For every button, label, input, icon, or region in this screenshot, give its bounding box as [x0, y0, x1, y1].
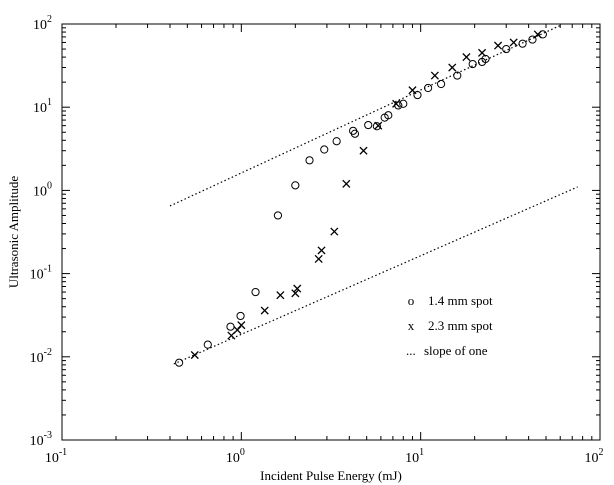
legend-symbol-x: x	[408, 318, 415, 333]
cross-stroke	[478, 48, 487, 57]
cross-stroke	[533, 30, 542, 39]
data-point-circle	[291, 181, 300, 190]
data-point-cross	[190, 350, 199, 360]
y-tick-label: 10-3	[30, 430, 52, 449]
y-tick-label: 100	[33, 180, 52, 199]
cross-stroke	[493, 41, 503, 50]
axis-ticks	[61, 24, 600, 441]
legend-symbol-dots: ...	[406, 343, 416, 358]
data-point-circle	[203, 340, 212, 349]
legend-label-2-3mm: 2.3 mm spot	[428, 318, 493, 333]
data-point-circle	[399, 99, 408, 108]
data-point-cross	[509, 38, 518, 47]
x-tick-label: 101	[405, 447, 424, 466]
data-point-cross	[478, 48, 487, 57]
slope-of-one-line	[173, 186, 578, 365]
cross-stroke	[330, 227, 339, 236]
y-tick-label: 101	[33, 97, 52, 116]
data-point-cross	[493, 41, 503, 50]
cross-stroke	[430, 71, 439, 80]
cross-stroke	[293, 284, 302, 293]
data-point-circle	[305, 156, 314, 165]
cross-stroke	[190, 350, 199, 360]
data-point-cross	[260, 306, 269, 315]
cross-stroke	[509, 38, 518, 47]
data-point-circle	[226, 322, 235, 331]
data-point-circle	[332, 137, 341, 146]
data-point-cross	[291, 289, 300, 298]
data-point-circle	[481, 54, 490, 64]
x-axis-label: Incident Pulse Energy (mJ)	[260, 468, 402, 483]
data-point-cross	[314, 254, 323, 264]
cross-stroke	[462, 53, 471, 62]
data-point-circle	[528, 35, 537, 44]
slope-of-one-line	[169, 24, 561, 207]
data-point-circle	[437, 79, 446, 89]
cross-stroke	[374, 121, 383, 130]
data-point-cross	[408, 86, 417, 95]
reference-lines	[169, 24, 578, 365]
data-point-circle	[236, 311, 245, 321]
data-point-circle	[350, 129, 360, 138]
plot-frame	[61, 23, 601, 441]
legend-symbol-circle: o	[408, 293, 415, 308]
cross-stroke	[291, 289, 300, 298]
y-axis-label: Ultrasonic Amplitude	[6, 176, 21, 289]
cross-stroke	[392, 99, 401, 108]
data-point-cross	[392, 99, 401, 108]
x-tick-label: 100	[226, 447, 245, 466]
data-point-circle	[273, 211, 283, 220]
data-point-circle	[468, 59, 477, 69]
data-point-cross	[359, 146, 368, 155]
cross-stroke	[276, 291, 285, 300]
cross-stroke	[342, 179, 351, 188]
cross-stroke	[448, 63, 457, 72]
y-tick-label: 10-2	[30, 347, 52, 366]
x-tick-label: 10-1	[45, 447, 67, 466]
data-point-circle	[364, 120, 373, 130]
y-tick-label: 102	[33, 14, 52, 33]
data-point-cross	[462, 53, 471, 62]
legend-label-1-4mm: 1.4 mm spot	[428, 293, 493, 308]
data-point-circle	[251, 287, 260, 297]
data-point-cross	[276, 291, 285, 300]
data-point-circle	[175, 358, 184, 367]
data-point-circle	[518, 39, 527, 48]
data-point-circle	[423, 83, 433, 93]
data-point-circle	[372, 122, 381, 131]
data-point-circle	[320, 145, 329, 154]
y-tick-label: 10-1	[30, 264, 52, 283]
cross-stroke	[359, 146, 368, 155]
data-point-circle	[538, 30, 547, 39]
cross-stroke	[237, 321, 246, 330]
cross-stroke	[317, 246, 326, 255]
data-point-cross	[448, 63, 457, 72]
x-tick-label: 102	[585, 447, 604, 466]
data-point-cross	[430, 71, 439, 80]
legend-label-slope: slope of one	[424, 343, 488, 358]
cross-stroke	[408, 86, 417, 95]
data-point-cross	[330, 227, 339, 236]
cross-stroke	[314, 254, 323, 264]
data-point-cross	[237, 321, 246, 330]
data-point-circle	[502, 44, 511, 54]
data-point-cross	[293, 284, 302, 293]
data-points	[175, 30, 547, 367]
data-point-circle	[453, 71, 462, 80]
cross-stroke	[260, 306, 269, 315]
axis-tick-labels: 10-1 100 101 102 10-3 10-2 10-1 100 101 102	[30, 14, 604, 466]
data-point-circle	[413, 90, 422, 100]
data-point-cross	[374, 121, 383, 130]
data-point-cross	[342, 179, 351, 188]
legend: o 1.4 mm spot x 2.3 mm spot ... slope of…	[406, 293, 493, 358]
data-point-cross	[533, 30, 542, 39]
data-point-circle	[384, 111, 393, 120]
data-point-cross	[317, 246, 326, 255]
